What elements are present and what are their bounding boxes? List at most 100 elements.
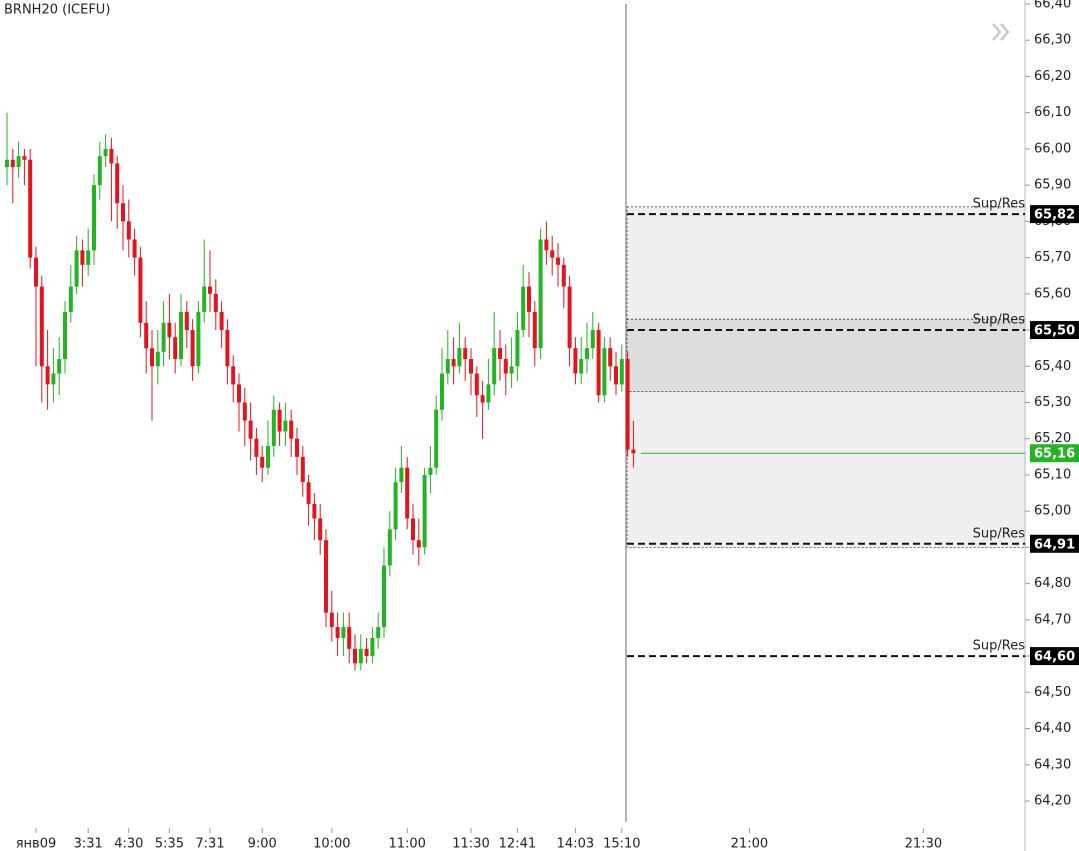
candle-body [80,250,85,265]
y-tick-label: 64,20 [1034,794,1071,809]
candle-body [608,348,613,367]
x-tick-label: 3:31 [74,837,103,851]
candle-body [63,311,67,360]
candle-body [457,348,462,367]
y-tick-label: 65,70 [1034,250,1071,265]
level-label: Sup/Res [973,197,1026,212]
candle-body [115,163,120,204]
candle-body [219,311,224,331]
candle-body [306,482,311,504]
x-tick-label: 21:30 [905,837,942,851]
candle-body [242,402,247,421]
candle-body [492,348,497,385]
candle-body [440,373,444,410]
y-tick-label: 64,70 [1034,612,1071,627]
y-tick-label: 66,20 [1034,69,1071,84]
candle-body [109,148,114,164]
y-tick-label: 66,10 [1034,105,1071,120]
price-tag-label: 65,50 [1034,324,1075,339]
candle-body [445,359,450,374]
y-tick-label: 65,40 [1034,359,1071,374]
candle-body [237,384,241,403]
candle-body [300,456,305,483]
candle-body [358,648,363,664]
candle-body [428,467,433,475]
candle-body [393,482,398,530]
candle-body [451,359,456,367]
price-tag-label: 64,91 [1034,537,1075,552]
chart-title: BRNH20 (ICEFU) [4,3,110,18]
candle-body [498,348,502,360]
candle-body [126,221,131,240]
y-tick-label: 65,10 [1034,467,1071,482]
candle-body [103,148,108,157]
y-tick-label: 64,80 [1034,576,1071,591]
candle-body [590,330,595,349]
y-tick-label: 66,40 [1034,0,1071,12]
x-tick-label: 14:03 [557,837,594,851]
candle-body [625,359,630,450]
y-tick-label: 64,40 [1034,721,1071,736]
candle-body [602,348,607,396]
x-tick-label: 21:00 [731,837,768,851]
candle-body [561,264,566,287]
candle-body [167,322,172,338]
candle-body [416,540,421,548]
price-tag [1030,205,1079,224]
candle-body [45,366,50,385]
candle-body [208,286,212,294]
candle-body [521,286,526,331]
candle-body [509,366,514,374]
x-tick-label: 10:00 [313,837,350,851]
level-label: Sup/Res [973,313,1026,328]
x-tick-label: 11:00 [388,837,425,851]
candle-body [567,286,572,349]
price-tag [1030,321,1079,340]
candle-body [283,420,288,432]
x-tick-label: 12:41 [499,837,536,851]
price-tag-label: 64,60 [1034,650,1075,665]
candle-body [422,474,427,548]
candle-body [312,503,317,519]
candle-body [121,203,125,222]
y-tick-label: 65,60 [1034,286,1071,301]
candle-body [86,250,91,265]
candle-body [573,348,578,374]
candle-body [295,438,299,457]
candle-body [556,257,560,265]
candle-body [202,286,207,312]
candle-body [248,420,253,439]
candle-body [34,257,38,287]
candle-body [155,351,160,367]
candle-body [10,159,15,168]
zone [626,318,1026,393]
y-tick-label: 66,00 [1034,141,1071,156]
candle-body [16,156,21,168]
candle-body [550,250,555,258]
y-tick-label: 65,90 [1034,178,1071,193]
candle-body [57,359,62,374]
candle-body [387,529,392,566]
expand-icon[interactable] [992,23,1010,41]
candle-body [318,518,323,541]
x-tick-label: 9:00 [248,837,277,851]
candle-body [225,330,230,367]
candle-body [266,445,270,468]
last-price-tag [1030,444,1079,463]
x-tick-label: янв09 [16,837,57,851]
candle-body [289,420,294,439]
x-tick-label: 4:30 [114,837,143,851]
candle-body [614,366,618,385]
candle-body [213,293,218,312]
y-tick-label: 65,30 [1034,395,1071,410]
candle-body [150,348,154,367]
candle-body [515,330,520,367]
candle-body [196,311,201,367]
candle-body [271,409,276,446]
candle-body [405,467,410,519]
candle-body [161,322,166,352]
candle-body [585,348,589,360]
level-label: Sup/Res [973,639,1026,654]
